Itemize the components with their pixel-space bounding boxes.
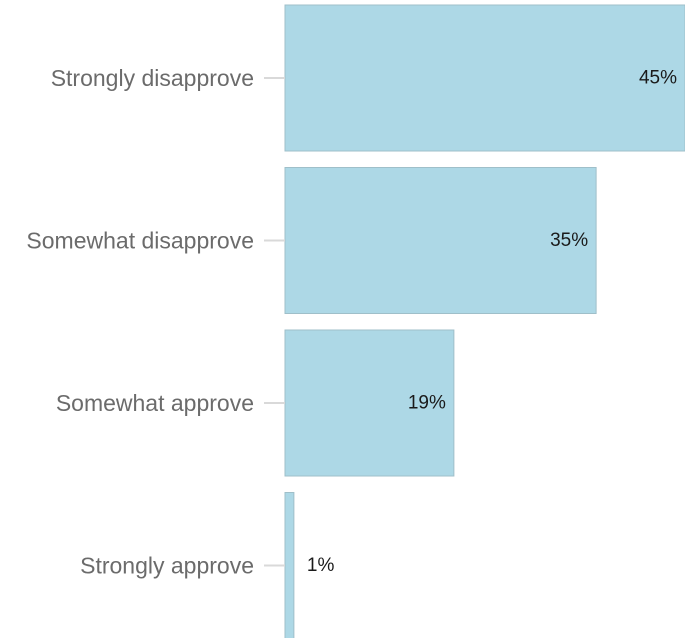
category-label-strongly-disapprove: Strongly disapprove (51, 65, 254, 91)
category-label-somewhat-approve: Somewhat approve (56, 390, 254, 416)
bar-strongly-approve (284, 492, 295, 638)
bar-somewhat-disapprove (284, 167, 597, 314)
category-label-somewhat-disapprove: Somewhat disapprove (26, 228, 254, 254)
value-label-somewhat-disapprove: 35% (550, 230, 588, 251)
value-label-strongly-approve: 1% (307, 555, 335, 576)
category-labels-group: Strongly disapprove Somewhat disapprove So… (26, 65, 254, 579)
value-label-strongly-disapprove: 45% (639, 68, 677, 89)
category-label-strongly-approve: Strongly approve (80, 553, 254, 579)
value-label-somewhat-approve: 19% (408, 393, 446, 414)
bars-group (284, 4, 685, 638)
value-labels-group: 45% 35% 19% 1% (307, 68, 677, 577)
bar-strongly-disapprove (284, 4, 685, 152)
bar-somewhat-approve (284, 329, 455, 477)
category-ticks-group (264, 77, 285, 567)
